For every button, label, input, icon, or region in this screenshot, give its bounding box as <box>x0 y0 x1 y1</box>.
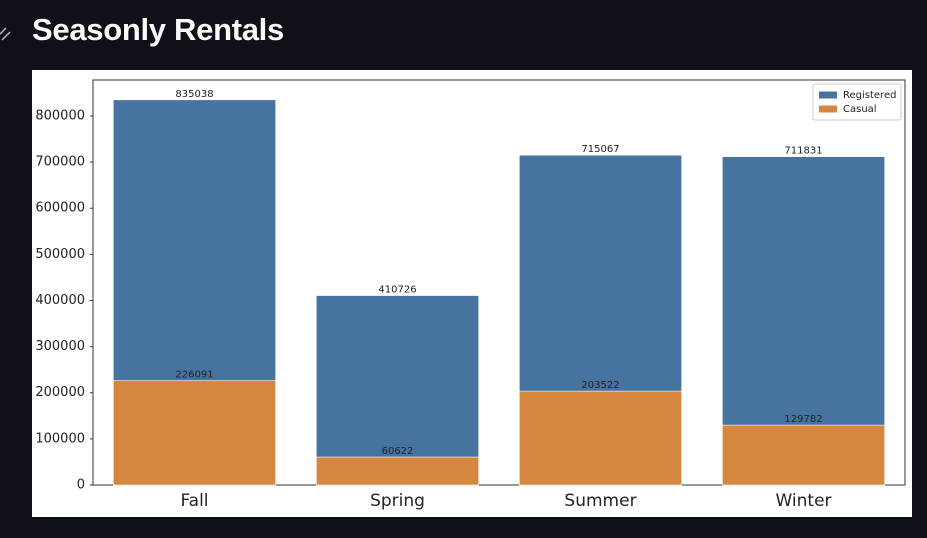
x-tick-label: Winter <box>775 491 831 511</box>
bar <box>113 380 276 486</box>
bar <box>315 295 479 486</box>
legend-swatch <box>819 91 837 99</box>
chart-image: 0 100000 200000 300000 400000 500000 600000 700… <box>32 70 912 517</box>
y-tick-label: 500000 <box>35 247 85 262</box>
page-title: Seasonly Rentals <box>32 12 284 47</box>
data-label: 835038 <box>175 89 213 100</box>
legend-swatch <box>819 105 837 113</box>
x-tick-label: Fall <box>180 491 208 511</box>
link-icon <box>0 27 11 41</box>
y-tick-label: 800000 <box>35 108 85 123</box>
plot-frame <box>92 79 906 486</box>
legend-label: Casual <box>843 104 877 115</box>
x-tick-label: Spring <box>370 491 425 511</box>
x-tick-label: Summer <box>564 491 636 511</box>
y-tick-label: 300000 <box>35 339 85 354</box>
data-label: 60622 <box>382 446 414 457</box>
y-tick-label: 100000 <box>35 431 85 446</box>
y-tick-label: 200000 <box>35 385 85 400</box>
legend-label: Registered <box>843 90 896 101</box>
y-tick-label: 400000 <box>35 293 85 308</box>
bar <box>721 424 885 486</box>
y-tick-label: 700000 <box>35 155 85 170</box>
data-label: 203522 <box>581 380 619 391</box>
bar <box>518 390 682 486</box>
data-label: 410726 <box>378 285 416 296</box>
data-label: 226091 <box>175 370 213 381</box>
chart: 0 100000 200000 300000 400000 500000 600000 700… <box>35 79 906 511</box>
y-tick-label: 600000 <box>35 201 85 216</box>
data-label: 711831 <box>784 146 822 157</box>
data-label: 715067 <box>581 144 619 155</box>
data-label: 129782 <box>784 414 822 425</box>
y-tick-label: 0 <box>77 478 85 493</box>
bar <box>315 456 479 486</box>
anchor-icon[interactable] <box>0 14 20 54</box>
